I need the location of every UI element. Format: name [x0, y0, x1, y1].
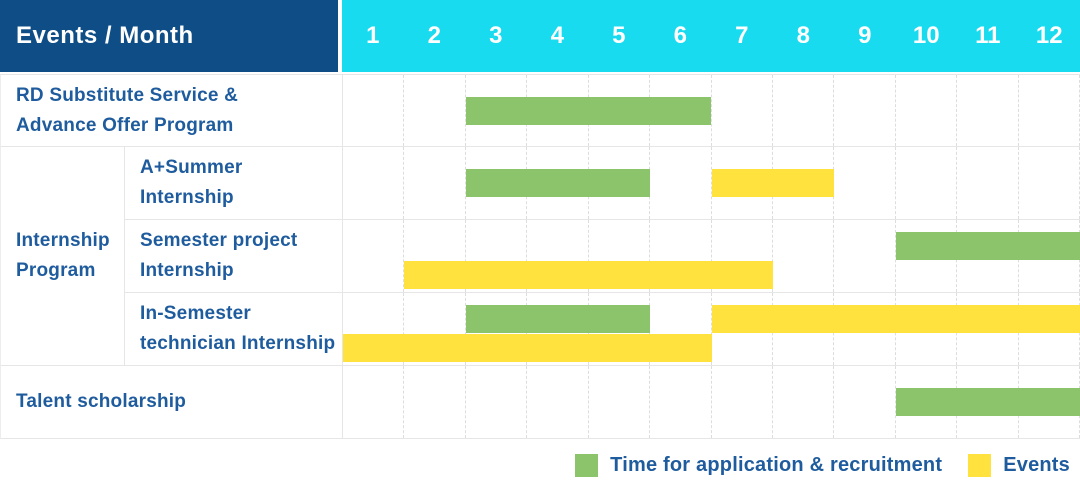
- month-header-row: 1 2 3 4 5 6 7 8 9 10 11 12: [342, 0, 1080, 72]
- month-grid-cell: [834, 147, 896, 219]
- row-label-text: A+Summer Internship: [140, 157, 243, 208]
- month-grid-cell: [712, 220, 773, 292]
- month-grid-cell: [773, 220, 835, 292]
- month-label: 11: [975, 22, 1001, 49]
- legend: Time for application & recruitment Event…: [0, 454, 1080, 477]
- timeline-row: [342, 147, 1080, 220]
- schedule-table: Events / Month 1 2 3 4 5 6 7 8 9 10 11 12 RD Substi…: [0, 0, 1080, 439]
- month-grid-cell: [834, 75, 896, 146]
- timeline-row: [342, 293, 1080, 366]
- month-label: 8: [796, 22, 810, 49]
- row-label-text: In-Semester technician Internship: [140, 303, 336, 354]
- month-label: 9: [858, 22, 872, 49]
- gantt-bar-event: [404, 261, 773, 289]
- row-label-in-semester-technician-internship: In-Semester technician Internship: [124, 293, 342, 366]
- month-grid-cell: [527, 220, 589, 292]
- legend-swatch-yellow: [968, 454, 992, 477]
- timeline-row: [342, 366, 1080, 439]
- month-grid-cell: [712, 366, 773, 438]
- gantt-bar-application: [465, 305, 651, 333]
- month-grid-cell: [466, 220, 528, 292]
- month-grid-cell: [773, 75, 835, 146]
- month-label: 3: [489, 22, 503, 49]
- month-grid-cell: [466, 366, 528, 438]
- month-grid-cell: [957, 147, 1019, 219]
- gantt-bar-application: [465, 97, 712, 125]
- month-grid-cell: [834, 220, 896, 292]
- month-label: 12: [1035, 22, 1063, 49]
- month-grid-cell: [343, 220, 405, 292]
- month-grid-cell: [404, 147, 466, 219]
- legend-item-events: Events: [968, 454, 1070, 477]
- gantt-bar-event: [711, 305, 1080, 333]
- gantt-bar-application: [895, 388, 1080, 416]
- month-label: 5: [612, 22, 626, 49]
- gantt-bar-application: [895, 232, 1080, 260]
- month-grid-cell: [404, 366, 466, 438]
- legend-item-application-recruitment: Time for application & recruitment: [575, 454, 942, 477]
- month-grid-cell: [650, 220, 712, 292]
- month-grid-cell: [896, 147, 958, 219]
- legend-swatch-green: [575, 454, 599, 477]
- group-label-text: Internship Program: [16, 230, 110, 281]
- legend-label: Events: [1003, 454, 1070, 476]
- month-grid-cell: [527, 366, 589, 438]
- legend-label: Time for application & recruitment: [610, 454, 943, 476]
- month-grid-cell: [1019, 75, 1080, 146]
- month-grid-cell: [1019, 147, 1080, 219]
- row-label-talent-scholarship: Talent scholarship: [0, 366, 342, 439]
- month-grid-cell: [957, 75, 1019, 146]
- month-grid-cell: [343, 366, 405, 438]
- month-grid-cell: [343, 293, 405, 365]
- month-grid-cell: [712, 75, 773, 146]
- row-label-text: RD Substitute Service & Advance Offer Pr…: [16, 84, 239, 136]
- month-grid-cell: [343, 147, 405, 219]
- month-grid-cell: [773, 366, 835, 438]
- row-label-semester-project-internship: Semester project Internship: [124, 220, 342, 293]
- month-label: 1: [366, 22, 380, 49]
- month-grid-cell: [650, 293, 712, 365]
- row-label-text: Semester project Internship: [140, 230, 298, 281]
- month-grid-cell: [589, 220, 651, 292]
- gantt-bar-application: [465, 169, 651, 197]
- month-grid-cell: [896, 75, 958, 146]
- month-label: 2: [427, 22, 441, 49]
- month-grid-cell: [650, 147, 712, 219]
- header-title-cell: Events / Month: [0, 0, 338, 72]
- month-grid-cell: [589, 366, 651, 438]
- month-grid-cell: [834, 366, 896, 438]
- month-grid-cell: [650, 366, 712, 438]
- month-label: 6: [673, 22, 687, 49]
- month-label: 4: [550, 22, 564, 49]
- month-grid-cell: [404, 293, 466, 365]
- month-label: 7: [735, 22, 749, 49]
- month-grid-cell: [404, 75, 466, 146]
- group-label-internship-program: Internship Program: [0, 147, 124, 366]
- gantt-bar-event: [711, 169, 835, 197]
- month-grid-cell: [343, 75, 405, 146]
- month-label: 10: [912, 22, 940, 49]
- month-grid-cell: [404, 220, 466, 292]
- timeline-row: [342, 74, 1080, 147]
- row-label-rd-substitute: RD Substitute Service & Advance Offer Pr…: [0, 74, 342, 147]
- row-label-a-summer-internship: A+Summer Internship: [124, 147, 342, 220]
- header-title: Events / Month: [16, 22, 194, 49]
- gantt-bar-event: [343, 334, 712, 362]
- timeline-row: [342, 220, 1080, 293]
- row-label-text: Talent scholarship: [16, 391, 187, 412]
